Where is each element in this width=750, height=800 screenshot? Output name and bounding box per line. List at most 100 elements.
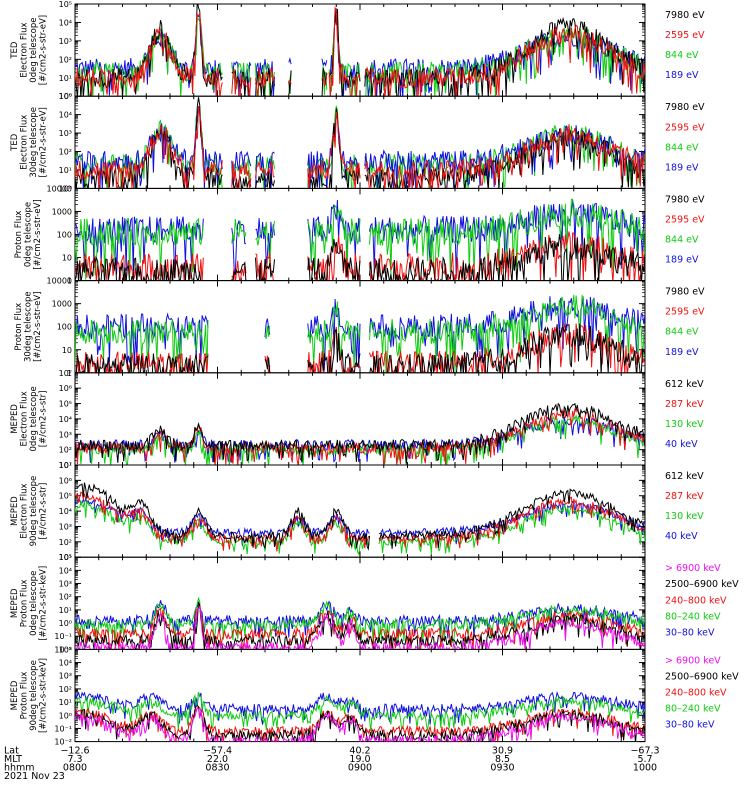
energy-label-ted-e-30-0: 7980 eV — [665, 102, 705, 113]
energy-label-meped-p-0-2: 240–800 keV — [665, 595, 727, 606]
ytick-label-meped-e-0-5: 10⁶ — [59, 384, 72, 393]
ytick-label-ted-e-0-4: 10⁴ — [59, 18, 72, 27]
energy-label-ted-e-0-0: 7980 eV — [665, 10, 705, 21]
energy-label-meped-e-0-2: 130 keV — [665, 419, 704, 430]
ylabel-ted-p-0-2: [#/cm2-s-str-eV] — [33, 199, 43, 269]
ylabel-meped-p-90-0: MEPED — [10, 680, 20, 710]
ylabel-meped-e-90-1: Electron Flux — [20, 483, 30, 538]
ylabel-ted-p-30-1: 30deg telescope — [24, 291, 34, 362]
ytick-label-ted-p-30-1: 10 — [62, 346, 72, 355]
energy-label-meped-p-0-1: 2500–6900 keV — [665, 579, 739, 590]
energy-label-ted-p-30-2: 844 eV — [665, 327, 699, 338]
energy-label-meped-e-0-0: 612 keV — [665, 379, 704, 390]
ylabel-meped-p-0-1: Proton Flux — [20, 579, 30, 627]
ytick-label-meped-p-0-3: 10¹ — [59, 606, 72, 615]
ylabel-meped-p-90-2: 90deg telescope — [29, 660, 39, 731]
date-label: 2021 Nov 23 — [4, 771, 65, 782]
energy-label-ted-p-30-0: 7980 eV — [665, 287, 705, 298]
series-trace-ted-p-30-1 — [75, 323, 645, 373]
ytick-label-meped-p-90-1: 10⁻¹ — [54, 724, 72, 733]
ytick-label-ted-e-0-3: 10³ — [59, 37, 72, 46]
series-trace-ted-p-30-3 — [75, 296, 645, 371]
energy-label-ted-e-0-3: 189 eV — [665, 70, 699, 81]
ylabel-ted-p-30-2: [#/cm2-s-str-eV] — [33, 292, 43, 362]
ytick-label-ted-e-0-0: 10⁰ — [59, 92, 72, 101]
ytick-label-meped-p-90-3: 10¹ — [59, 698, 72, 707]
series-trace-ted-e-30-0 — [75, 97, 645, 189]
series-trace-ted-p-0-3 — [75, 199, 645, 278]
series-trace-ted-p-0-2 — [75, 198, 645, 280]
ytick-label-meped-p-90-0: 10⁻² — [54, 738, 72, 747]
energy-label-ted-e-30-3: 189 eV — [665, 162, 699, 173]
ylabel-ted-e-0-0: TED — [10, 41, 20, 60]
ylabel-meped-p-0-2: 0deg telescope — [29, 571, 39, 636]
ylabel-ted-e-30-0: TED — [10, 133, 20, 152]
ytick-label-meped-e-0-6: 10⁷ — [59, 369, 72, 378]
series-trace-ted-p-30-0 — [75, 323, 645, 373]
ylabel-meped-e-0-1: Electron Flux — [20, 391, 30, 446]
energy-label-meped-p-0-0: > 6900 keV — [665, 563, 721, 574]
ylabel-ted-e-0-2: 0deg telescope — [29, 17, 39, 82]
x-tick-lat-1: −57.4 — [203, 746, 232, 757]
ytick-label-ted-p-0-2: 100 — [57, 231, 72, 240]
series-trace-meped-p-90-0 — [75, 706, 645, 742]
energy-label-ted-e-0-2: 844 eV — [665, 50, 699, 61]
series-trace-ted-e-30-3 — [75, 106, 645, 189]
energy-label-meped-p-90-0: > 6900 keV — [665, 655, 721, 666]
ylabel-meped-p-90-1: Proton Flux — [20, 672, 30, 720]
ytick-label-meped-e-0-0: 10¹ — [59, 461, 72, 470]
ytick-label-ted-p-30-3: 1000 — [52, 300, 72, 309]
ylabel-meped-e-0-3: [#/cm2-s-str] — [39, 390, 49, 447]
ytick-label-ted-p-30-4: 10000 — [47, 277, 72, 286]
ylabel-ted-e-30-2: 30deg telescope — [29, 107, 39, 178]
x-tick-lat-0: −12.6 — [60, 746, 89, 757]
ytick-label-meped-p-0-5: 10³ — [59, 580, 72, 589]
ytick-label-meped-e-90-1: 10² — [59, 538, 72, 547]
energy-label-meped-e-90-3: 40 keV — [665, 531, 698, 542]
ytick-label-meped-e-90-2: 10³ — [59, 522, 72, 531]
ytick-label-meped-e-90-3: 10⁴ — [59, 507, 72, 516]
ytick-label-meped-p-90-7: 10⁵ — [59, 645, 72, 654]
ytick-label-ted-e-30-3: 10³ — [59, 129, 72, 138]
series-trace-ted-e-0-1 — [75, 6, 645, 97]
ylabel-ted-p-30-0: Proton Flux — [14, 303, 24, 351]
ylabel-meped-e-0-0: MEPED — [10, 404, 20, 434]
ylabel-meped-p-0-0: MEPED — [10, 588, 20, 618]
x-tick-hhmm-0: 0800 — [63, 763, 87, 774]
energy-label-meped-e-90-2: 130 keV — [665, 511, 704, 522]
ytick-label-ted-p-30-2: 100 — [57, 323, 72, 332]
x-tick-hhmm-1: 0830 — [205, 763, 229, 774]
x-tick-hhmm-2: 0900 — [348, 763, 372, 774]
ytick-label-ted-e-0-1: 10¹ — [59, 74, 72, 83]
ytick-label-meped-e-90-0: 10¹ — [59, 553, 72, 562]
ylabel-meped-e-90-3: [#/cm2-s-str] — [39, 483, 49, 540]
series-trace-meped-p-0-0 — [75, 605, 645, 650]
ytick-label-ted-e-0-2: 10² — [59, 55, 72, 64]
ytick-label-ted-e-30-4: 10⁴ — [59, 111, 72, 120]
x-tick-lat-2: 40.2 — [349, 746, 370, 757]
series-trace-meped-p-0-3 — [75, 596, 645, 644]
energy-label-meped-e-90-1: 287 keV — [665, 491, 704, 502]
energy-label-meped-p-0-3: 80–240 keV — [665, 611, 721, 622]
energy-label-meped-e-90-0: 612 keV — [665, 471, 704, 482]
ylabel-ted-e-30-3: [#/cm2-s-str-eV] — [39, 107, 49, 177]
x-tick-mlt-1: 22.0 — [207, 754, 228, 765]
ytick-label-meped-e-90-5: 10⁶ — [59, 476, 72, 485]
ylabel-ted-p-0-1: 0deg telescope — [24, 202, 34, 267]
series-trace-ted-e-0-0 — [75, 4, 645, 97]
x-row-label-0: Lat — [4, 746, 19, 757]
series-trace-meped-p-0-1 — [75, 601, 645, 650]
ytick-label-meped-e-0-3: 10⁴ — [59, 415, 72, 424]
ytick-label-meped-p-0-6: 10⁴ — [59, 566, 72, 575]
series-trace-ted-p-0-0 — [75, 234, 645, 281]
ytick-label-meped-p-0-1: 10⁻¹ — [54, 632, 72, 641]
series-trace-meped-p-90-4 — [75, 690, 645, 725]
ytick-label-meped-p-0-2: 10⁰ — [59, 619, 72, 628]
ytick-label-meped-p-90-5: 10³ — [59, 672, 72, 681]
ytick-label-ted-p-30-0: 1 — [67, 369, 72, 378]
energy-label-meped-e-0-3: 40 keV — [665, 439, 698, 450]
energy-label-ted-p-0-1: 2595 eV — [665, 214, 705, 225]
energy-label-meped-p-0-4: 30–80 keV — [665, 627, 715, 638]
x-tick-mlt-2: 19.0 — [349, 754, 370, 765]
